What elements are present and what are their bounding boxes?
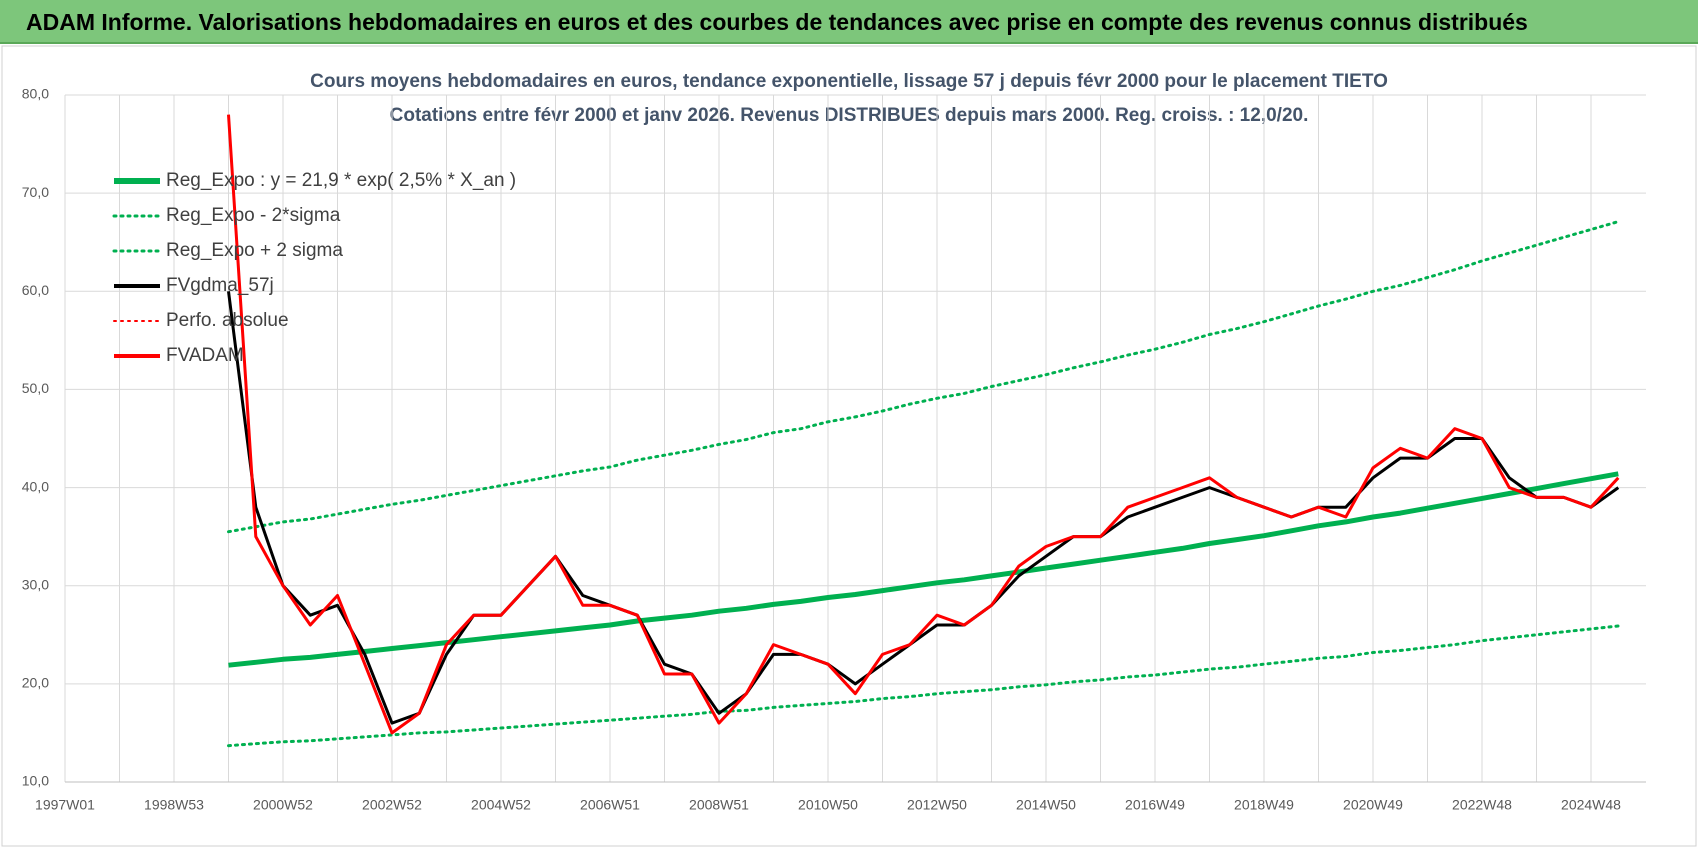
legend-label: Reg_Expo : y = 21,9 * exp( 2,5% * X_an ) — [166, 170, 516, 191]
series-line — [227, 291, 1620, 725]
x-tick-label: 2008W51 — [689, 797, 749, 813]
x-tick-label: 2000W52 — [253, 797, 313, 813]
legend-label: FVADAM — [166, 345, 244, 366]
y-tick-label: 20,0 — [22, 675, 49, 691]
x-tick-label: 2004W52 — [471, 797, 531, 813]
chart-title: Cours moyens hebdomadaires en euros, ten… — [310, 71, 1388, 92]
y-tick-label: 40,0 — [22, 478, 49, 494]
series-line — [227, 114, 1620, 735]
y-tick-label: 60,0 — [22, 282, 49, 298]
x-tick-label: 1997W01 — [35, 797, 95, 813]
header-title: ADAM Informe. Valorisations hebdomadaire… — [26, 9, 1528, 35]
chart-area — [1, 45, 1697, 847]
x-tick-label: 2018W49 — [1234, 797, 1294, 813]
series-line — [227, 624, 1620, 748]
y-tick-label: 50,0 — [22, 380, 49, 396]
x-tick-label: 2012W50 — [907, 797, 967, 813]
y-tick-label: 10,0 — [22, 773, 49, 789]
x-tick-label: 1998W53 — [144, 797, 204, 813]
chart-subtitle: Cotations entre févr 2000 et janv 2026. … — [390, 105, 1309, 126]
legend-label: FVgdma_57j — [166, 275, 274, 296]
legend-label: Perfo. absolue — [166, 310, 289, 331]
series-line — [228, 471, 1619, 668]
x-tick-label: 2014W50 — [1016, 797, 1076, 813]
y-tick-label: 70,0 — [22, 184, 49, 200]
x-tick-label: 2006W51 — [580, 797, 640, 813]
y-tick-label: 30,0 — [22, 576, 49, 592]
x-tick-label: 2020W49 — [1343, 797, 1403, 813]
legend-label: Reg_Expo - 2*sigma — [166, 205, 341, 226]
legend-label: Reg_Expo + 2 sigma — [166, 240, 343, 261]
x-tick-label: 2024W48 — [1561, 797, 1621, 813]
x-tick-label: 2002W52 — [362, 797, 422, 813]
x-tick-label: 2010W50 — [798, 797, 858, 813]
x-tick-label: 2016W49 — [1125, 797, 1185, 813]
series-line — [227, 220, 1620, 534]
header-bar: ADAM Informe. Valorisations hebdomadaire… — [0, 0, 1698, 44]
chart: Cours moyens hebdomadaires en euros, ten… — [1, 45, 1697, 847]
x-tick-label: 2022W48 — [1452, 797, 1512, 813]
y-tick-label: 80,0 — [22, 86, 49, 102]
